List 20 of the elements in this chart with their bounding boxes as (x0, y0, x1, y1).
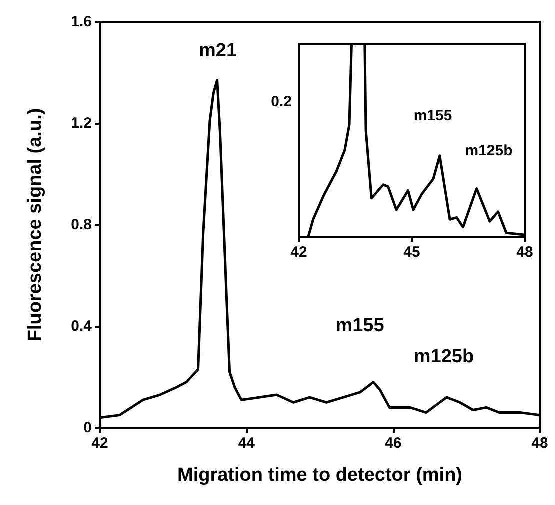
y-tick-label: 1.6 (71, 14, 92, 30)
y-tick-label: 0.8 (71, 216, 92, 234)
annotation: 0.2 (271, 94, 292, 110)
x-tick-label: 44 (238, 435, 256, 452)
x-tick-label: 42 (290, 244, 308, 261)
x-tick-label: 45 (404, 244, 420, 261)
annotation: m155 (414, 108, 452, 124)
x-tick-label: 48 (532, 435, 548, 452)
y-tick-label: 1.2 (71, 115, 92, 132)
y-tick-label: 0 (84, 420, 92, 436)
annotation: m21 (198, 40, 238, 62)
annotation: m125b (414, 346, 474, 368)
x-axis-title: Migration time to detector (min) (178, 465, 462, 486)
y-tick-label: 0.4 (71, 318, 93, 335)
annotation: m125b (465, 142, 513, 160)
y-axis-title: Fluorescence signal (a.u.) (25, 108, 46, 342)
x-tick-label: 42 (92, 435, 108, 452)
x-tick-label: 46 (384, 435, 402, 452)
annotation: m155 (336, 316, 385, 336)
x-tick-label: 48 (516, 244, 534, 261)
